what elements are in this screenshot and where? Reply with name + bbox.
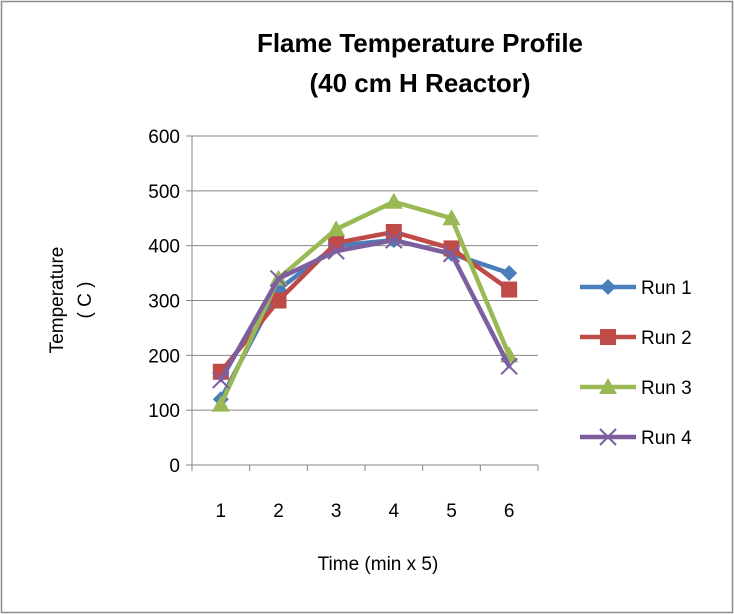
data-point bbox=[442, 245, 461, 263]
x-tick-label: 6 bbox=[504, 501, 515, 522]
x-tick-label: 3 bbox=[331, 501, 342, 522]
legend-item: Run 2 bbox=[580, 328, 692, 349]
legend-item: Run 1 bbox=[580, 278, 692, 299]
chart-title: Flame Temperature Profile bbox=[257, 28, 583, 58]
y-tick-label: 500 bbox=[148, 182, 180, 203]
legend-marker bbox=[600, 329, 616, 345]
y-tick-label: 100 bbox=[148, 401, 180, 422]
y-tick-label: 0 bbox=[169, 456, 180, 477]
legend-marker bbox=[599, 378, 617, 394]
data-point bbox=[442, 209, 461, 226]
y-tick-label: 400 bbox=[148, 237, 180, 258]
data-point bbox=[384, 192, 403, 209]
legend-label: Run 3 bbox=[641, 378, 692, 399]
x-tick-label: 4 bbox=[389, 501, 400, 522]
data-series bbox=[211, 192, 519, 412]
data-point bbox=[327, 220, 346, 237]
data-point bbox=[501, 281, 518, 298]
x-tick-labels: 1 2 3 4 5 6 bbox=[216, 501, 515, 522]
x-tick-label: 2 bbox=[273, 501, 284, 522]
x-axis-title: Time (min x 5) bbox=[318, 554, 439, 575]
data-point bbox=[500, 357, 518, 376]
y-tick-label: 600 bbox=[148, 127, 180, 148]
data-point bbox=[501, 265, 518, 282]
series-line bbox=[218, 229, 512, 375]
chart-subtitle: (40 cm H Reactor) bbox=[309, 68, 530, 98]
legend-label: Run 2 bbox=[641, 328, 692, 349]
legend-item: Run 3 bbox=[580, 378, 692, 399]
series-line bbox=[218, 237, 512, 383]
y-axis-unit: ( C ) bbox=[75, 282, 96, 319]
legend-marker bbox=[599, 428, 617, 446]
y-tick-labels: 0 100 200 300 400 500 600 bbox=[148, 127, 180, 477]
data-point bbox=[269, 269, 288, 288]
gridlines bbox=[192, 135, 538, 411]
y-tick-label: 300 bbox=[148, 292, 180, 313]
y-tick-label: 200 bbox=[148, 346, 180, 367]
legend-marker bbox=[600, 279, 616, 295]
x-tick-label: 1 bbox=[216, 501, 227, 522]
series-4 bbox=[212, 231, 518, 389]
legend-label: Run 1 bbox=[641, 278, 692, 299]
data-point bbox=[327, 242, 345, 260]
data-point bbox=[385, 231, 403, 249]
legend-label: Run 4 bbox=[641, 428, 692, 449]
data-point bbox=[212, 371, 230, 389]
data-point bbox=[270, 292, 287, 309]
y-axis-title: Temperature bbox=[47, 247, 68, 354]
legend: Run 1 Run 2 Run 3 Run 4 bbox=[580, 278, 692, 449]
x-tick-label: 5 bbox=[446, 501, 457, 522]
axes bbox=[186, 135, 539, 471]
legend-item: Run 4 bbox=[580, 428, 692, 449]
data-point bbox=[385, 223, 402, 240]
data-point bbox=[211, 395, 230, 412]
